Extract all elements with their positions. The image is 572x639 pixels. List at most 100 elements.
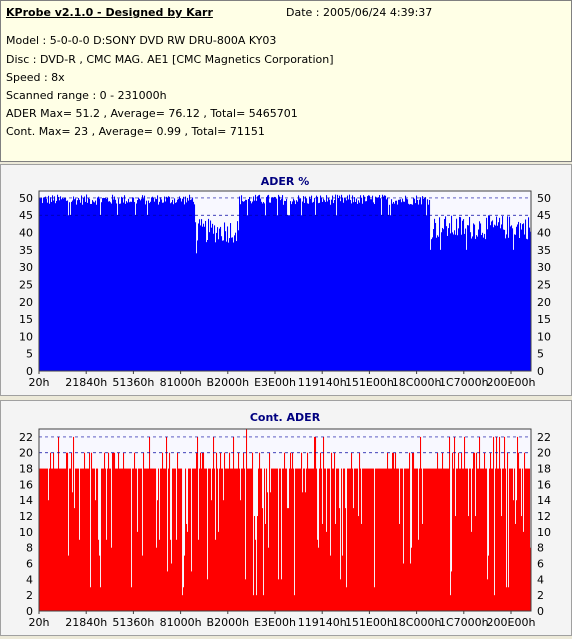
- bar: [429, 199, 431, 371]
- bar: [62, 197, 64, 371]
- bar: [301, 452, 303, 611]
- bar: [209, 468, 211, 611]
- bar: [511, 225, 513, 371]
- bar: [193, 468, 195, 611]
- bar: [473, 452, 475, 611]
- bar: [204, 468, 206, 611]
- plot-frame: [38, 190, 532, 372]
- bar: [148, 200, 150, 371]
- bar: [137, 531, 139, 611]
- bar: [304, 202, 306, 371]
- bar: [442, 227, 444, 371]
- bar: [311, 468, 313, 611]
- bar: [482, 468, 484, 611]
- plot-frame: [38, 428, 532, 612]
- bar: [285, 200, 287, 371]
- y-tick-label-left: 20: [19, 447, 33, 460]
- bar: [343, 468, 345, 611]
- bar: [118, 198, 120, 371]
- bar: [470, 468, 472, 611]
- bar: [409, 452, 411, 611]
- bar: [314, 436, 316, 611]
- bar: [193, 201, 195, 371]
- bar: [323, 198, 325, 371]
- bar: [499, 217, 501, 371]
- bar: [42, 203, 44, 371]
- bar: [371, 199, 373, 371]
- bar: [484, 452, 486, 611]
- bar: [488, 215, 490, 371]
- bar: [230, 468, 232, 611]
- bar: [52, 468, 54, 611]
- bar: [253, 595, 255, 611]
- bar: [442, 452, 444, 611]
- bar: [472, 236, 474, 371]
- bar: [415, 468, 417, 611]
- y-tick-label-left: 22: [19, 431, 33, 444]
- y-tick-label-right: 8: [537, 542, 544, 555]
- bar: [350, 468, 352, 611]
- bar: [406, 198, 408, 371]
- bar: [270, 202, 272, 371]
- bar: [458, 452, 460, 611]
- bar: [444, 219, 446, 371]
- bar: [319, 468, 321, 611]
- bar: [259, 194, 261, 371]
- bar: [320, 195, 322, 371]
- bar: [393, 452, 395, 611]
- bar: [187, 531, 189, 611]
- bar: [491, 468, 493, 611]
- bar: [184, 555, 186, 611]
- bar: [380, 198, 382, 371]
- bar: [59, 200, 61, 371]
- bar: [382, 194, 384, 371]
- bar: [313, 468, 315, 611]
- bar: [293, 198, 295, 371]
- bar: [353, 508, 355, 611]
- bar: [500, 228, 502, 371]
- bar: [66, 200, 68, 371]
- bar: [97, 468, 99, 611]
- bar: [423, 198, 425, 371]
- bar: [359, 202, 361, 371]
- bar: [44, 468, 46, 611]
- bar: [271, 468, 273, 611]
- bar: [57, 194, 59, 371]
- bar: [66, 452, 68, 611]
- bar: [388, 468, 390, 611]
- bar: [138, 197, 140, 371]
- bar: [156, 547, 158, 611]
- bar: [146, 468, 148, 611]
- bar: [389, 204, 391, 371]
- bar: [382, 468, 384, 611]
- y-tick-label-right: 0: [537, 365, 544, 378]
- bar: [67, 200, 69, 371]
- bar: [75, 468, 77, 611]
- bar: [267, 492, 269, 611]
- bar: [181, 201, 183, 371]
- bar: [422, 523, 424, 611]
- bar: [439, 217, 441, 371]
- bar: [389, 468, 391, 611]
- bar: [355, 202, 357, 371]
- bar: [292, 452, 294, 611]
- bar: [120, 203, 122, 371]
- bar: [152, 196, 154, 371]
- bar: [100, 587, 102, 611]
- bar: [256, 200, 258, 371]
- bar: [79, 199, 81, 371]
- bar: [328, 468, 330, 611]
- bar: [333, 468, 335, 611]
- bar: [496, 436, 498, 611]
- bar: [177, 452, 179, 611]
- bar: [47, 202, 49, 371]
- bar: [411, 204, 413, 371]
- bar: [179, 196, 181, 371]
- bar: [464, 233, 466, 371]
- bar: [412, 452, 414, 611]
- bar: [282, 195, 284, 371]
- bar: [192, 468, 194, 611]
- bar: [258, 195, 260, 371]
- bar: [185, 196, 187, 371]
- bar: [153, 468, 155, 611]
